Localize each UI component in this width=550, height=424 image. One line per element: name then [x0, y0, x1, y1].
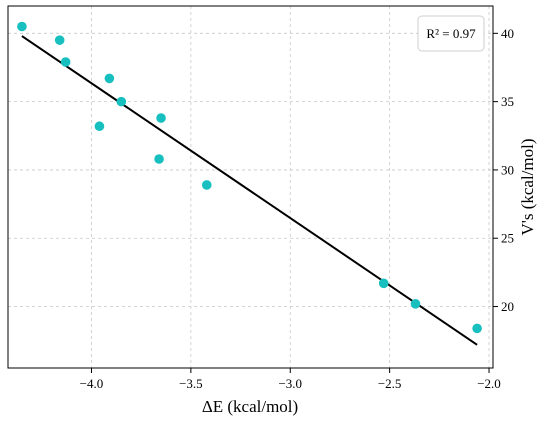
fit-line-group	[21, 35, 478, 346]
y-tick-label: 20	[501, 299, 514, 314]
data-point	[154, 154, 164, 164]
data-point	[472, 323, 482, 334]
x-tick-label: −3.0	[278, 376, 302, 391]
r-squared-label: R² = 0.97	[426, 26, 476, 41]
x-tick-label: −2.5	[378, 376, 402, 391]
data-point	[54, 35, 65, 45]
y-axis: 20 25 30 35 40	[493, 26, 514, 314]
data-point	[116, 96, 127, 107]
x-axis-title: ΔE (kcal/mol)	[202, 397, 298, 416]
x-axis: −4.0 −3.5 −3.0 −2.5 −2.0	[80, 368, 501, 391]
y-tick-label: 40	[501, 26, 514, 41]
data-point	[410, 298, 421, 309]
data-point	[156, 113, 166, 123]
plot-area	[7, 5, 494, 369]
data-point	[378, 278, 389, 289]
legend-box: R² = 0.97	[417, 15, 485, 52]
data-point	[201, 180, 212, 190]
x-tick-label: −4.0	[80, 376, 104, 391]
y-tick-label: 25	[501, 231, 514, 246]
regression-line	[21, 35, 478, 346]
y-tick-label: 30	[501, 162, 514, 177]
data-point	[94, 121, 105, 132]
data-points	[17, 21, 482, 334]
data-point	[104, 73, 115, 84]
grid-lines	[8, 6, 493, 368]
x-tick-label: −2.0	[477, 376, 501, 391]
data-point	[17, 21, 27, 32]
x-tick-label: −3.5	[179, 376, 203, 391]
y-tick-label: 35	[501, 94, 514, 109]
y-axis-title: V's (kcal/mol)	[518, 138, 537, 235]
data-point	[60, 57, 71, 67]
